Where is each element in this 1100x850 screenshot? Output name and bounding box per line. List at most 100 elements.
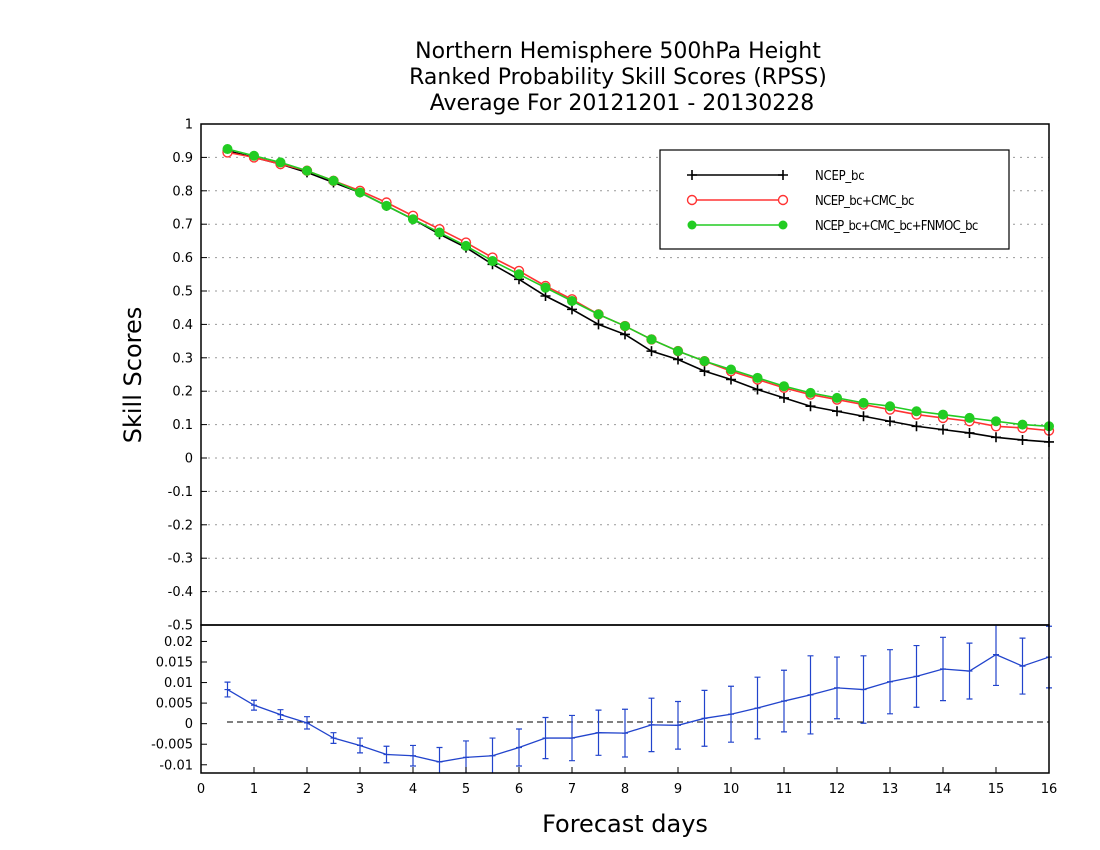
x-tick-label: 3 [356,782,364,797]
x-tick-label: 2 [303,782,311,797]
data-point [302,165,312,176]
legend: NCEP_bc NCEP_bc+CMC_bc NCEP_bc+CMC_bc+FNMO… [659,149,1010,250]
error-bar [701,689,708,747]
x-tick-label: 15 [988,782,1005,797]
data-point [752,384,763,395]
data-point [991,416,1001,427]
error-bar [648,697,655,753]
legend-marker [687,220,697,230]
error-bar [330,732,337,744]
data-point [567,304,577,315]
data-point [991,432,1001,443]
error-bar [224,681,231,698]
x-tick-label: 9 [674,782,682,797]
error-bar [993,625,999,687]
data-point [1017,434,1028,445]
data-point [699,366,710,377]
data-point [593,319,604,330]
error-bar [754,676,761,740]
legend-items: NCEP_bc NCEP_bc+CMC_bc NCEP_bc+CMC_bc+FNMO… [686,169,978,234]
data-point [540,291,551,302]
lower-y-tick-label: 0 [185,717,193,732]
error-bar [383,745,390,764]
data-point [487,255,498,266]
y-tick-label: 0.1 [172,418,193,433]
x-tick-label: 8 [621,782,629,797]
data-point [832,392,842,403]
y-tick-label: 0.6 [172,251,193,266]
lower-y-tick-label: 0.01 [164,676,193,691]
y-tick-label: -0.2 [168,518,193,533]
x-tick-label: 6 [515,782,523,797]
x-tick-label: 10 [723,782,740,797]
difference-series [224,625,1052,773]
error-bar [595,709,602,756]
data-point [646,346,657,357]
x-tick-label: 5 [462,782,470,797]
data-point [249,150,259,161]
data-point [593,309,604,320]
lower-panel-series [224,625,1052,773]
upper-panel-y-axis: 1 0.9 0.8 0.7 0.6 0.5 0.4 0.3 0.2 0.1 0 -0.1 -0.2 -0.… [168,118,207,634]
y-axis-title: Skill Scores [119,307,147,444]
error-bar [807,655,814,735]
y-tick-label: 0.4 [172,318,193,333]
data-point [514,269,524,280]
data-point [328,175,339,186]
x-tick-label: 12 [829,782,846,797]
legend-marker [778,220,788,230]
y-tick-label: 0.5 [172,285,193,300]
error-bar [940,636,946,702]
y-tick-label: 1 [185,118,193,133]
data-point [805,387,816,398]
y-tick-label: -0.4 [168,585,193,600]
lower-y-tick-label: -0.01 [159,758,193,773]
y-tick-label: 0 [185,452,193,467]
data-point [938,424,948,435]
error-bar [966,642,973,700]
error-bar [410,744,416,767]
error-bar [887,649,893,715]
data-point [858,397,869,408]
data-point [646,334,657,345]
data-point [885,401,895,412]
error-bar [834,656,840,720]
legend-label: NCEP_bc+CMC_bc [815,194,914,209]
y-tick-label: 0.8 [172,184,193,199]
data-point [752,372,763,383]
upper-panel-series [222,144,1055,447]
data-point [832,406,842,417]
upper-panel-grid [201,156,1049,593]
error-bar [675,700,681,750]
error-bar [436,746,443,773]
error-bar [913,644,920,708]
x-axis: 0 1 2 3 4 5 6 7 8 9 10 11 12 13 14 15 16 [197,767,1057,797]
x-tick-label: 0 [197,782,205,797]
data-point [885,416,895,427]
data-point [567,296,577,307]
y-tick-label: -0.3 [168,552,193,567]
data-point [779,392,789,403]
lower-y-tick-label: 0.005 [156,697,193,712]
error-bar [781,669,787,733]
error-bar [251,699,257,711]
lower-y-tick-label: 0.02 [164,635,193,650]
x-tick-label: 11 [776,782,793,797]
x-tick-label: 13 [882,782,899,797]
x-tick-label: 16 [1041,782,1058,797]
error-bar [277,709,284,721]
y-tick-label: -0.1 [168,485,193,500]
x-tick-label: 14 [935,782,952,797]
error-bar [569,714,575,762]
data-point [540,282,551,293]
lower-y-tick-label: -0.005 [151,738,193,753]
lower-panel-y-axis: 0.02 0.015 0.01 0.005 0 -0.005 -0.01 [151,635,207,773]
difference-line [227,653,1050,763]
data-point [805,401,816,412]
data-point [938,409,948,420]
x-tick-label: 4 [409,782,417,797]
legend-label: NCEP_bc [815,169,865,184]
chart-title-line-2: Ranked Probability Skill Scores (RPSS) [409,65,827,90]
chart-title-line-1: Northern Hemisphere 500hPa Height [415,39,821,64]
x-tick-label: 1 [250,782,258,797]
